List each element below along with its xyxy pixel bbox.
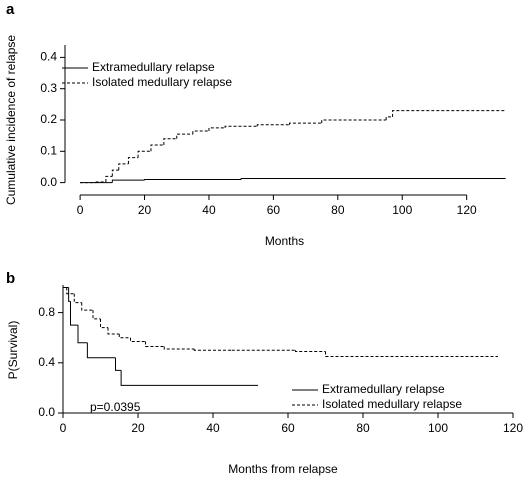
survival-step (73, 293, 82, 304)
y-tick-label: 0.4 (38, 355, 55, 369)
survival-step (118, 163, 129, 171)
panel-label: a (6, 1, 15, 18)
x-tick-label: 0 (60, 421, 67, 435)
x-tick-label: 100 (392, 203, 412, 217)
annotation: p=0.0395 (90, 400, 141, 414)
survival-step (392, 110, 506, 117)
survival-step (77, 325, 88, 344)
survival-step (321, 119, 387, 124)
survival-step (289, 122, 322, 125)
survival-step (163, 346, 195, 350)
x-tick-label: 20 (131, 421, 145, 435)
legend-label: Extramedullary relapse (322, 382, 445, 396)
x-tick-label: 40 (206, 421, 220, 435)
survival-step (137, 150, 151, 158)
y-axis-label: P(Survival) (6, 321, 20, 380)
x-tick-label: 120 (457, 203, 477, 217)
y-axis-label: Cumulative incidence of relapse (4, 35, 18, 205)
legend-label: Isolated medullary relapse (322, 397, 462, 411)
survival-step (120, 370, 258, 386)
x-tick-label: 0 (77, 203, 84, 217)
survival-step (92, 310, 101, 320)
survival-step (192, 130, 209, 135)
y-tick-label: 0.3 (40, 81, 57, 95)
x-tick-label: 100 (428, 421, 448, 435)
survival-step (240, 178, 506, 180)
survival-step (68, 287, 71, 302)
legend-label: Extramedullary relapse (92, 60, 215, 74)
survival-step (66, 287, 75, 295)
survival-step (115, 357, 122, 371)
x-tick-label: 60 (281, 421, 295, 435)
survival-step (86, 342, 116, 359)
y-tick-label: 0.8 (38, 305, 55, 319)
survival-step (163, 138, 177, 146)
x-tick-label: 80 (331, 203, 345, 217)
survival-step (385, 116, 393, 120)
survival-step (224, 125, 258, 128)
survival-step (193, 349, 232, 351)
x-tick-label: 60 (267, 203, 281, 217)
survival-step (176, 133, 193, 139)
survival-step (105, 175, 113, 182)
survival-step (107, 327, 120, 335)
survival-step (111, 169, 119, 177)
x-tick-label: 40 (202, 203, 216, 217)
x-tick-label: 80 (356, 421, 370, 435)
x-axis-label: Months (265, 234, 304, 248)
survival-step (130, 337, 146, 342)
survival-step (127, 157, 139, 164)
survival-step (70, 301, 78, 326)
survival-step (295, 350, 326, 353)
survival-step (100, 318, 108, 329)
survival-step (81, 302, 93, 311)
survival-step (325, 351, 498, 358)
survival-step (150, 144, 164, 152)
survival-step (111, 179, 145, 183)
survival-step (95, 181, 106, 183)
y-tick-label: 0.2 (40, 112, 57, 126)
legend-label: Isolated medullary relapse (92, 75, 232, 89)
survival-step (144, 178, 242, 181)
x-axis-label: Months from relapse (228, 462, 338, 476)
y-tick-label: 0.0 (38, 405, 55, 419)
survival-step (118, 333, 131, 339)
y-tick-label: 0.0 (40, 175, 57, 189)
x-tick-label: 120 (503, 421, 523, 435)
survival-step (256, 124, 290, 127)
panel-label: b (6, 270, 15, 287)
x-tick-label: 20 (138, 203, 152, 217)
survival-step (145, 341, 165, 347)
y-tick-label: 0.1 (40, 143, 57, 157)
survival-step (208, 127, 226, 131)
y-tick-label: 0.4 (40, 50, 57, 64)
